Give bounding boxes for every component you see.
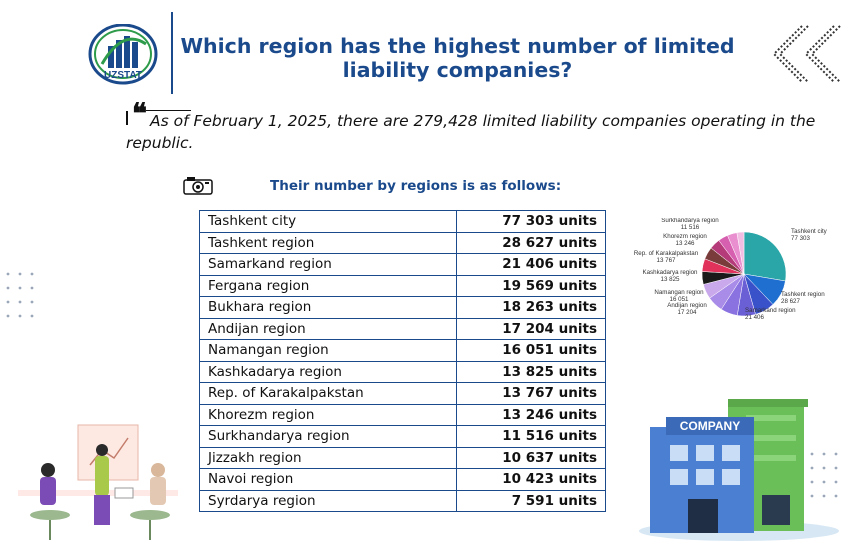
pie-label: Rep. of Karakalpakstan: [634, 250, 699, 257]
region-name: Andijan region: [199, 317, 457, 340]
pie-label: Andijan region: [667, 302, 707, 309]
region-value: 10 423 units: [456, 468, 606, 491]
region-name: Bukhara region: [199, 296, 457, 319]
logo-text: UZSTAT: [104, 70, 142, 81]
intro-quote: As of February 1, 2025, there are 279,42…: [126, 112, 816, 152]
table-row: Khorezm region 13 246 units: [199, 403, 606, 426]
region-value: 13 246 units: [456, 403, 606, 426]
table-row: Tashkent city 77 303 units: [199, 210, 606, 233]
region-value: 19 569 units: [456, 274, 606, 297]
table-row: Syrdarya region 7 591 units: [199, 489, 606, 512]
pie-label: Tashkent region: [781, 291, 825, 298]
region-value: 10 637 units: [456, 446, 606, 469]
table-row: Fergana region 19 569 units: [199, 274, 606, 297]
table-row: Kashkadarya region 13 825 units: [199, 360, 606, 383]
region-value: 21 406 units: [456, 253, 606, 276]
pie-slice: [743, 231, 787, 282]
region-name: Syrdarya region: [199, 489, 457, 512]
pie-value-label: 13 825: [661, 276, 680, 283]
pie-label: Tashkent city: [791, 228, 828, 235]
table-subtitle: Their number by regions is as follows:: [270, 178, 562, 194]
table-row: Tashkent region 28 627 units: [199, 231, 606, 254]
pie-value-label: 13 767: [657, 257, 676, 264]
region-value: 13 767 units: [456, 382, 606, 405]
page-title: Which region has the highest number of l…: [180, 34, 735, 82]
camera-icon: [183, 177, 213, 195]
table-row: Namangan region 16 051 units: [199, 339, 606, 362]
dots-pattern-icon: [6, 272, 34, 318]
quote-rule: [146, 110, 191, 111]
region-name: Tashkent region: [199, 231, 457, 254]
region-name: Rep. of Karakalpakstan: [199, 382, 457, 405]
table-row: Navoi region 10 423 units: [199, 468, 606, 491]
region-value: 17 204 units: [456, 317, 606, 340]
region-value: 11 516 units: [456, 425, 606, 448]
uzstat-logo-icon: [88, 24, 158, 85]
pie-value-label: 77 303: [791, 235, 810, 242]
pie-value-label: 11 516: [681, 224, 700, 231]
pie-value-label: 28 627: [781, 298, 800, 305]
pie-label: Samarkand region: [745, 307, 796, 314]
region-name: Khorezm region: [199, 403, 457, 426]
chevron-double-left-icon: [772, 25, 841, 83]
region-name: Namangan region: [199, 339, 457, 362]
divider: [171, 12, 173, 94]
pie-value-label: 16 051: [670, 296, 689, 303]
region-value: 28 627 units: [456, 231, 606, 254]
region-name: Navoi region: [199, 468, 457, 491]
region-value: 13 825 units: [456, 360, 606, 383]
table-row: Samarkand region 21 406 units: [199, 253, 606, 276]
pie-label: Namangan region: [654, 289, 704, 296]
region-name: Samarkand region: [199, 253, 457, 276]
region-name: Tashkent city: [199, 210, 457, 233]
regions-table: Tashkent city 77 303 units Tashkent region…: [199, 210, 606, 512]
meeting-people-illustration: [18, 424, 178, 540]
table-row: Jizzakh region 10 637 units: [199, 446, 606, 469]
table-row: Surkhandarya region 11 516 units: [199, 425, 606, 448]
table-row: Rep. of Karakalpakstan 13 767 units: [199, 382, 606, 405]
region-name: Jizzakh region: [199, 446, 457, 469]
pie-label: Khorezm region: [663, 233, 707, 240]
pie-value-label: 17 204: [678, 309, 697, 316]
region-name: Surkhandarya region: [199, 425, 457, 448]
pie-label: Kashkadarya region: [642, 269, 698, 276]
quote-icon: ❝: [132, 97, 148, 130]
region-name: Kashkadarya region: [199, 360, 457, 383]
pie-value-label: 21 406: [745, 314, 764, 321]
region-value: 18 263 units: [456, 296, 606, 319]
pie-value-label: 13 246: [676, 240, 695, 247]
building-sign: COMPANY: [680, 419, 740, 433]
company-building-illustration: COMPANY: [639, 399, 839, 541]
table-row: Bukhara region 18 263 units: [199, 296, 606, 319]
region-name: Fergana region: [199, 274, 457, 297]
dots-pattern-icon: [810, 452, 838, 498]
pie-slice: [736, 231, 745, 275]
region-value: 16 051 units: [456, 339, 606, 362]
table-row: Andijan region 17 204 units: [199, 317, 606, 340]
region-value: 77 303 units: [456, 210, 606, 233]
quote-bar: [126, 111, 128, 125]
region-value: 7 591 units: [456, 489, 606, 512]
pie-label: Surkhandarya region: [661, 218, 719, 224]
